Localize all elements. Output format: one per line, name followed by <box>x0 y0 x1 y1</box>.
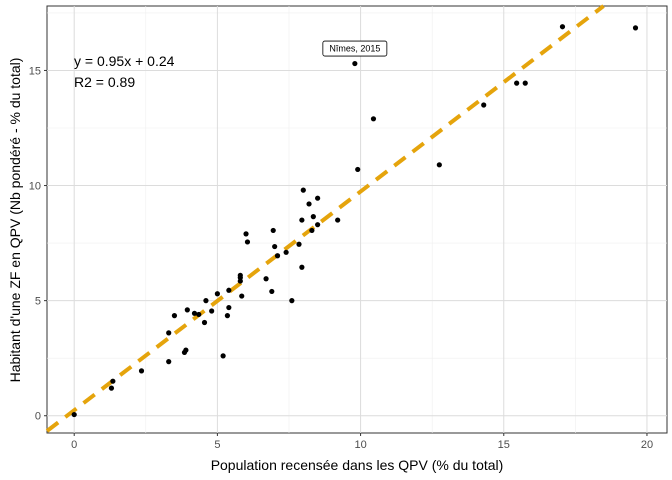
y-tick-label: 5 <box>35 296 41 308</box>
data-point <box>138 368 145 374</box>
data-point <box>522 80 528 86</box>
x-tick-label: 0 <box>71 439 77 451</box>
data-point <box>352 60 358 67</box>
data-point <box>289 298 295 304</box>
data-point <box>220 353 226 359</box>
trend-line-group <box>45 4 605 433</box>
data-point <box>191 310 198 316</box>
data-point <box>315 195 321 201</box>
callout-label: Nîmes, 2015 <box>329 44 380 54</box>
data-point <box>71 411 77 418</box>
data-point <box>226 304 232 311</box>
data-point <box>166 359 172 365</box>
major-gridlines <box>47 6 667 433</box>
x-tick-label: 10 <box>354 439 366 451</box>
data-point <box>224 313 231 319</box>
data-point <box>300 187 306 193</box>
data-point <box>436 162 442 168</box>
callout-group: Nîmes, 2015 <box>322 40 388 57</box>
data-point <box>196 311 202 318</box>
data-point <box>299 264 305 270</box>
regression-equation: y = 0.95x + 0.24 <box>74 53 175 69</box>
data-point <box>283 249 289 255</box>
y-axis-title: Habitant d'une ZF en QPV (Nb pondéré - %… <box>7 58 23 383</box>
data-point <box>263 276 269 282</box>
data-point <box>481 102 487 108</box>
plot-panel <box>46 5 668 434</box>
data-point <box>335 217 341 223</box>
data-point <box>315 222 321 228</box>
data-point <box>272 243 278 250</box>
data-point <box>108 385 115 391</box>
data-point <box>355 166 361 173</box>
data-point <box>110 378 116 384</box>
data-point <box>184 307 190 313</box>
x-axis-title: Population recensée dans les QPV (% du t… <box>211 457 504 473</box>
data-point <box>201 319 208 326</box>
data-point <box>296 241 302 247</box>
data-point <box>632 25 639 31</box>
data-point <box>243 231 249 237</box>
y-tick-label: 15 <box>29 65 41 77</box>
data-point <box>209 308 215 314</box>
data-point <box>171 313 178 319</box>
y-tick-label: 10 <box>29 181 41 193</box>
r-squared-label: R2 = 0.89 <box>74 74 135 90</box>
data-point <box>309 227 315 234</box>
minor-gridlines <box>47 6 667 433</box>
data-point <box>214 291 220 297</box>
data-point <box>269 288 275 295</box>
x-tick-label: 15 <box>498 439 510 451</box>
data-point <box>226 287 232 293</box>
data-point <box>183 347 189 353</box>
data-point <box>306 201 312 207</box>
data-point <box>270 227 276 234</box>
data-points <box>71 24 639 418</box>
data-point <box>166 330 172 336</box>
data-point <box>310 214 316 220</box>
y-tick-label: 0 <box>35 411 41 423</box>
x-tick-label: 5 <box>214 439 220 451</box>
y-axis-ticks: 0 5 10 15 <box>29 65 47 423</box>
trend-line <box>45 4 605 433</box>
data-point <box>239 293 245 299</box>
data-point <box>244 239 251 245</box>
data-point <box>559 24 566 30</box>
callout-box <box>322 40 388 57</box>
x-tick-label: 20 <box>641 439 653 451</box>
data-point <box>237 272 243 278</box>
data-point <box>274 253 281 259</box>
data-point <box>203 298 209 304</box>
data-point <box>299 217 305 223</box>
data-point <box>370 116 377 122</box>
x-axis-ticks: 0 5 10 15 20 <box>71 433 653 451</box>
data-point <box>514 80 520 86</box>
